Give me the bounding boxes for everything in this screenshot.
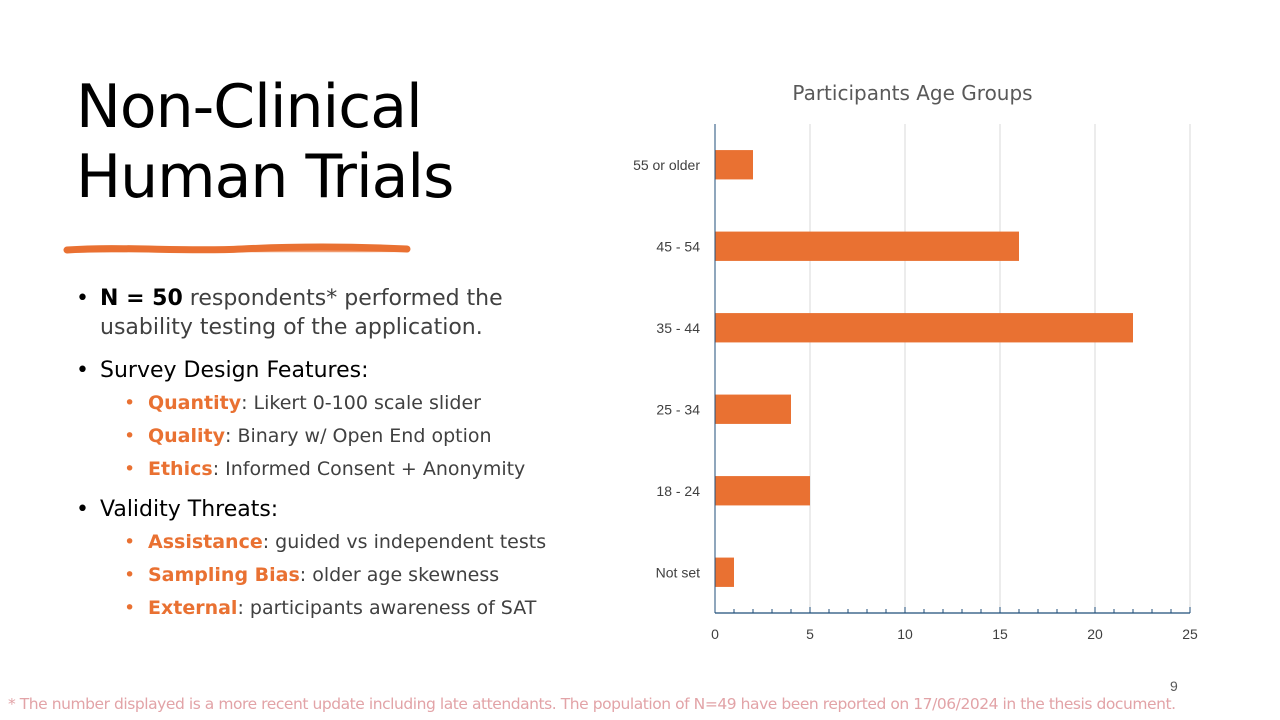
category-label: 35 - 44	[656, 320, 700, 336]
survey-item: Quality: Binary w/ Open End option	[124, 424, 596, 448]
x-tick-label: 10	[897, 626, 913, 642]
category-label: 45 - 54	[656, 238, 700, 254]
survey-item-key: Ethics	[148, 458, 213, 480]
survey-item-key: Quality	[148, 425, 225, 447]
bullet-list: N = 50 respondents* performed the usabil…	[76, 284, 596, 634]
x-tick-label: 20	[1087, 626, 1103, 642]
threat-item: Assistance: guided vs independent tests	[124, 530, 596, 554]
validity-threats-label: Validity Threats:	[100, 497, 279, 522]
threat-item-text: : older age skewness	[299, 564, 500, 586]
age-groups-bar-chart: Participants Age Groups 55 or older 45 - 5…	[633, 81, 1198, 642]
respondents-text: respondents* performed the usability tes…	[100, 286, 503, 340]
bar	[715, 557, 734, 587]
bullet-validity-threats: Validity Threats: Assistance: guided vs …	[76, 495, 596, 620]
bar	[715, 476, 810, 506]
slide-title-line-1: Non-Clinical	[76, 72, 423, 142]
survey-item-text: : Likert 0-100 scale slider	[241, 392, 481, 414]
respondents-count: N = 50	[100, 286, 183, 311]
bar	[715, 313, 1133, 343]
survey-item-text: : Informed Consent + Anonymity	[212, 458, 526, 480]
page-number: 9	[1170, 678, 1178, 694]
validity-threats-list: Assistance: guided vs independent tests …	[100, 530, 596, 620]
survey-design-label: Survey Design Features:	[100, 358, 369, 383]
category-label: 18 - 24	[656, 483, 700, 499]
survey-item: Ethics: Informed Consent + Anonymity	[124, 457, 596, 481]
survey-design-list: Quantity: Likert 0-100 scale slider Qual…	[100, 391, 596, 481]
bar	[715, 394, 791, 424]
x-tick-label: 25	[1182, 626, 1198, 642]
threat-item: Sampling Bias: older age skewness	[124, 563, 596, 587]
bar	[715, 231, 1019, 261]
threat-item-text: : guided vs independent tests	[262, 531, 547, 553]
threat-item-key: Assistance	[148, 531, 263, 553]
bar	[715, 150, 753, 180]
survey-item-text: : Binary w/ Open End option	[225, 425, 492, 447]
chart-title: Participants Age Groups	[792, 81, 1032, 105]
x-tick-label: 5	[806, 626, 814, 642]
x-tick-label: 15	[992, 626, 1008, 642]
threat-item-key: Sampling Bias	[148, 564, 300, 586]
x-tick-label: 0	[711, 626, 719, 642]
slide-title: Non-Clinical Human Trials	[76, 72, 596, 212]
survey-item-key: Quantity	[148, 392, 242, 414]
threat-item-key: External	[148, 597, 238, 619]
threat-item: External: participants awareness of SAT	[124, 596, 596, 620]
slide-title-line-2: Human Trials	[76, 142, 454, 212]
footnote: * The number displayed is a more recent …	[8, 695, 1176, 713]
bullet-respondents: N = 50 respondents* performed the usabil…	[76, 284, 596, 342]
threat-item-text: : participants awareness of SAT	[237, 597, 537, 619]
bullet-survey-design: Survey Design Features: Quantity: Likert…	[76, 356, 596, 481]
orange-brush-underline	[63, 243, 411, 254]
category-label: 55 or older	[633, 157, 700, 173]
survey-item: Quantity: Likert 0-100 scale slider	[124, 391, 596, 415]
category-label: Not set	[656, 564, 700, 580]
category-label: 25 - 34	[656, 401, 700, 417]
